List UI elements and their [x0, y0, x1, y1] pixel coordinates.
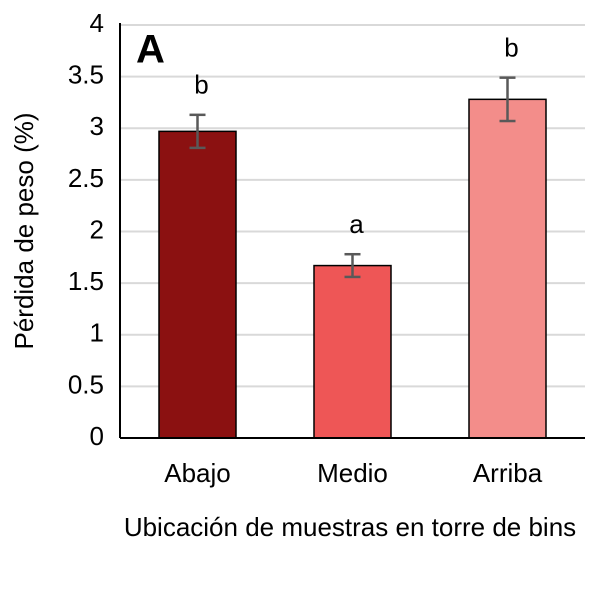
bar [468, 98, 547, 439]
y-tick-label: 2.5 [68, 163, 104, 193]
significance-letter: b [194, 70, 208, 100]
x-axis-title: Ubicación de muestras en torre de bins [123, 512, 577, 542]
y-tick-label: 0 [90, 421, 104, 451]
y-tick-label: 0.5 [68, 369, 104, 399]
x-tick-label: Abajo [164, 458, 231, 488]
y-tick-label: 3 [90, 111, 104, 141]
x-tick-label: Arriba [473, 458, 543, 488]
y-tick-label: 3.5 [68, 60, 104, 90]
significance-letter: a [349, 209, 364, 239]
y-tick-label: 1.5 [68, 266, 104, 296]
y-tick-label: 4 [90, 8, 104, 38]
panel-label: A [136, 28, 165, 72]
bar [158, 130, 237, 439]
y-tick-label: 1 [90, 318, 104, 348]
bar [313, 264, 392, 439]
significance-letter: b [504, 33, 518, 63]
y-tick-label: 2 [90, 214, 104, 244]
y-axis-title: Pérdida de peso (%) [9, 112, 39, 349]
x-tick-label: Medio [317, 458, 388, 488]
